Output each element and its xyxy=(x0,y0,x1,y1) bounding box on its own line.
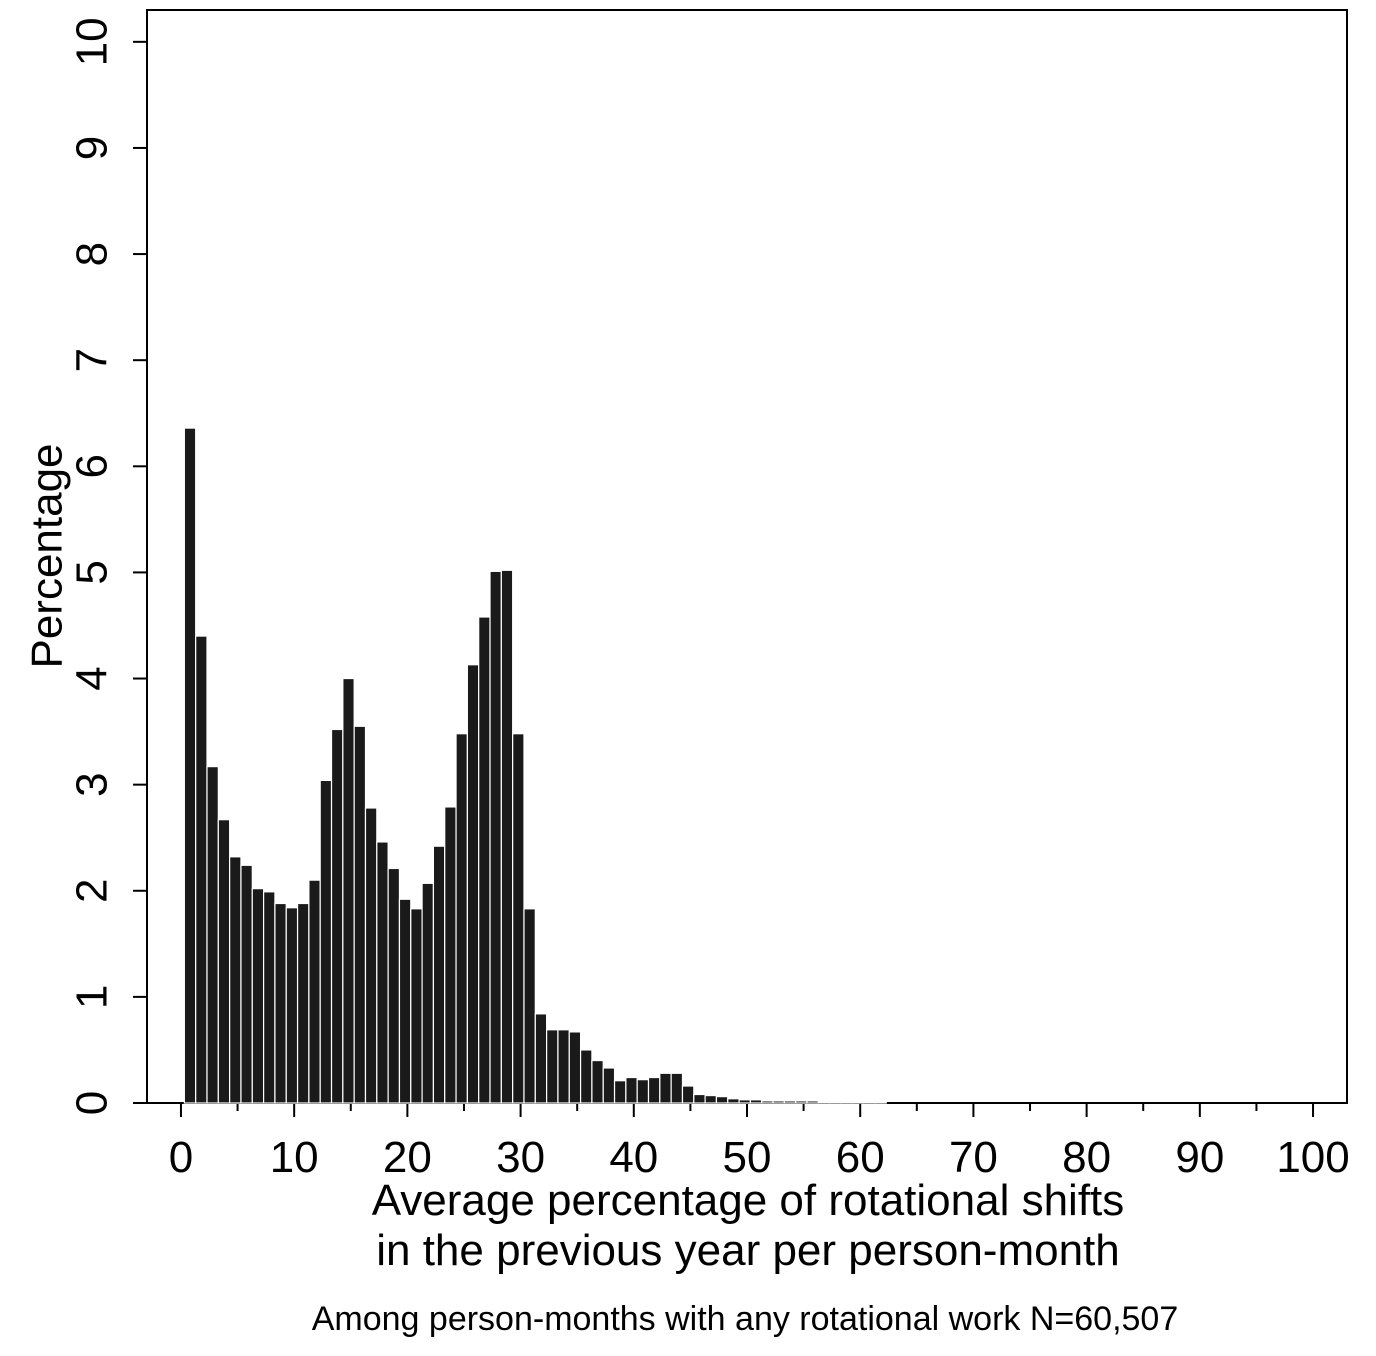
bar xyxy=(851,1101,865,1104)
y-tick-label: 9 xyxy=(68,136,117,160)
bar xyxy=(195,635,208,1104)
bar xyxy=(749,1099,763,1104)
bar xyxy=(251,888,265,1104)
bar xyxy=(296,902,310,1104)
bar xyxy=(715,1096,729,1104)
y-tick-label: 4 xyxy=(68,666,117,690)
y-tick-label: 0 xyxy=(68,1091,117,1115)
bar xyxy=(455,733,468,1104)
bar xyxy=(647,1076,661,1104)
bar xyxy=(229,856,242,1104)
y-axis-label: Percentage xyxy=(23,443,72,668)
bar xyxy=(523,908,536,1104)
bar xyxy=(240,864,253,1104)
bar xyxy=(353,725,367,1104)
bar xyxy=(591,1059,604,1104)
bar xyxy=(636,1079,650,1104)
bar xyxy=(421,882,435,1104)
bar xyxy=(432,845,446,1104)
bar xyxy=(466,664,480,1104)
bar xyxy=(579,1049,593,1104)
bar xyxy=(546,1029,559,1104)
x-axis-label: in the previous year per person-month xyxy=(376,1226,1120,1275)
x-tick-label: 90 xyxy=(1175,1133,1224,1182)
x-tick-label: 20 xyxy=(383,1133,432,1182)
y-tick-label: 1 xyxy=(68,985,117,1009)
bar xyxy=(534,1013,548,1104)
bar xyxy=(308,879,321,1104)
bar xyxy=(500,569,514,1104)
bar xyxy=(693,1093,706,1104)
bar xyxy=(772,1100,785,1104)
y-tick-label: 6 xyxy=(68,454,117,478)
x-tick-label: 0 xyxy=(169,1133,193,1182)
bar xyxy=(387,867,401,1104)
bar xyxy=(342,677,355,1104)
bar xyxy=(613,1080,627,1104)
bar xyxy=(761,1100,774,1104)
y-tick-label: 2 xyxy=(68,879,117,903)
bar xyxy=(817,1101,831,1104)
bar xyxy=(376,841,389,1104)
x-axis-label: Average percentage of rotational shifts xyxy=(372,1176,1125,1225)
bar xyxy=(557,1029,570,1104)
bar xyxy=(704,1094,718,1104)
x-tick-label: 10 xyxy=(270,1133,319,1182)
x-tick-label: 40 xyxy=(609,1133,658,1182)
bar xyxy=(410,908,423,1104)
bar xyxy=(863,1101,876,1104)
bar xyxy=(285,907,299,1104)
x-tick-label: 70 xyxy=(949,1133,998,1182)
bar xyxy=(670,1072,684,1104)
bar xyxy=(568,1031,582,1104)
bar xyxy=(398,898,412,1104)
bar xyxy=(444,806,457,1104)
x-tick-label: 30 xyxy=(496,1133,545,1182)
bar xyxy=(478,616,491,1104)
bar xyxy=(874,1101,887,1104)
bar xyxy=(330,728,344,1104)
note: Among person-months with any rotational … xyxy=(312,1300,1179,1338)
y-tick-label: 10 xyxy=(68,17,117,66)
y-tick-label: 3 xyxy=(68,772,117,796)
bar xyxy=(364,807,378,1104)
bar xyxy=(183,427,197,1104)
y-tick-label: 5 xyxy=(68,560,117,584)
bar xyxy=(783,1100,797,1104)
bar xyxy=(625,1076,638,1104)
bar xyxy=(659,1072,672,1104)
y-tick-label: 7 xyxy=(68,348,117,372)
bar xyxy=(217,819,231,1104)
bar xyxy=(681,1085,695,1104)
bar xyxy=(319,779,333,1104)
bar xyxy=(489,570,502,1104)
x-tick-label: 100 xyxy=(1276,1133,1349,1182)
bar xyxy=(795,1100,808,1104)
bar xyxy=(512,733,525,1104)
x-tick-label: 80 xyxy=(1062,1133,1111,1182)
bar xyxy=(840,1101,853,1104)
x-tick-label: 60 xyxy=(836,1133,885,1182)
bar xyxy=(727,1098,740,1104)
x-tick-label: 50 xyxy=(723,1133,772,1182)
bar xyxy=(206,766,219,1104)
bar xyxy=(829,1101,842,1104)
bar xyxy=(602,1067,616,1104)
y-tick-label: 8 xyxy=(68,242,117,266)
bar xyxy=(738,1099,751,1104)
bar xyxy=(263,891,276,1104)
bar xyxy=(274,902,287,1104)
bar xyxy=(806,1100,819,1104)
